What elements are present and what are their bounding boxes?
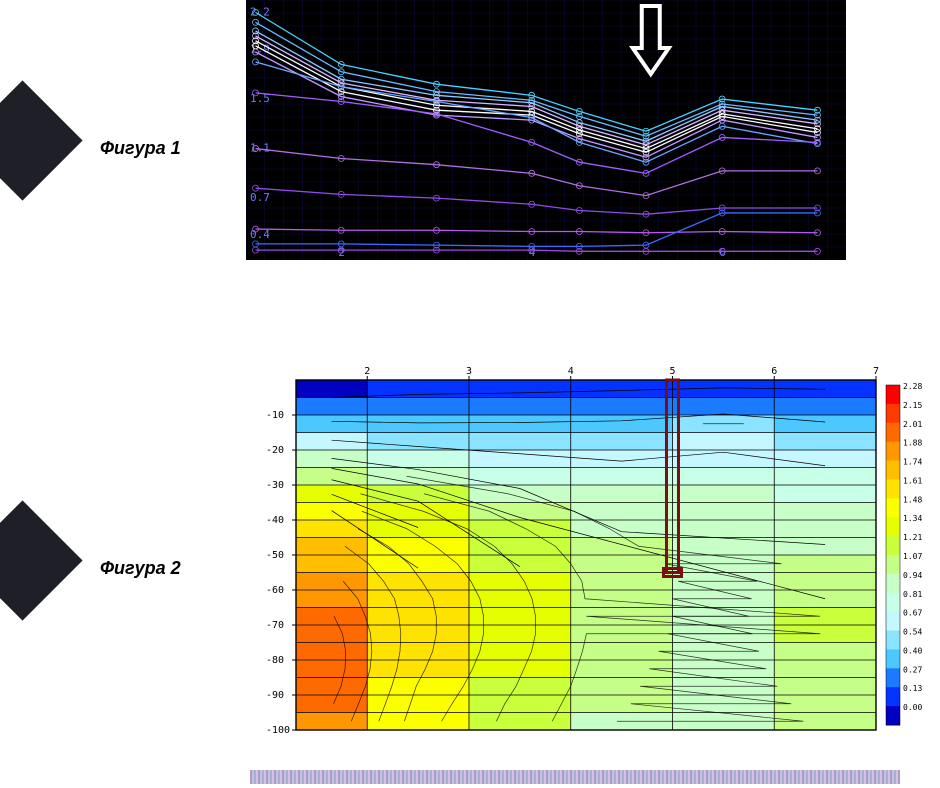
figure1-label: Фигура 1 <box>100 138 181 159</box>
svg-text:4: 4 <box>568 366 574 377</box>
svg-text:0.81: 0.81 <box>903 590 922 599</box>
svg-text:1.1: 1.1 <box>250 142 270 155</box>
svg-text:2.28: 2.28 <box>903 382 922 391</box>
svg-text:3: 3 <box>466 366 472 377</box>
svg-text:0.13: 0.13 <box>903 684 922 693</box>
pointer-block-1 <box>0 80 100 200</box>
svg-text:0.7: 0.7 <box>250 191 270 204</box>
svg-text:0.00: 0.00 <box>903 703 922 712</box>
svg-text:2.2: 2.2 <box>250 5 270 18</box>
svg-text:1.21: 1.21 <box>903 533 922 542</box>
svg-text:2: 2 <box>364 366 370 377</box>
svg-text:5: 5 <box>669 366 675 377</box>
svg-text:7: 7 <box>873 366 879 377</box>
svg-text:-80: -80 <box>266 655 284 666</box>
noise-strip <box>250 770 900 784</box>
svg-text:0.94: 0.94 <box>903 571 922 580</box>
svg-text:-70: -70 <box>266 620 284 631</box>
svg-text:-100: -100 <box>266 725 290 736</box>
svg-text:1.61: 1.61 <box>903 476 922 485</box>
pointer-block-2 <box>0 500 100 620</box>
svg-text:-60: -60 <box>266 585 284 596</box>
svg-text:1.34: 1.34 <box>903 514 922 523</box>
svg-text:0.40: 0.40 <box>903 646 922 655</box>
figure1-line-chart: 0.40.71.11.51.92.2246 <box>246 0 846 260</box>
svg-text:1.48: 1.48 <box>903 495 922 504</box>
svg-text:2.01: 2.01 <box>903 420 922 429</box>
svg-text:0.54: 0.54 <box>903 628 922 637</box>
svg-text:6: 6 <box>771 366 777 377</box>
svg-text:0.27: 0.27 <box>903 665 922 674</box>
svg-text:1.88: 1.88 <box>903 439 922 448</box>
svg-text:2.15: 2.15 <box>903 401 922 410</box>
figure2-contour-chart: 2 3 4 5 6 7 -10 -20 -30 -40 -50 -60 -70 -80 -90 -100 2.2… <box>246 360 936 740</box>
svg-text:-90: -90 <box>266 690 284 701</box>
svg-text:1.74: 1.74 <box>903 458 922 467</box>
svg-text:-50: -50 <box>266 550 284 561</box>
svg-text:-40: -40 <box>266 515 284 526</box>
svg-text:-20: -20 <box>266 445 284 456</box>
svg-text:-10: -10 <box>266 410 284 421</box>
svg-text:-30: -30 <box>266 480 284 491</box>
svg-text:1.07: 1.07 <box>903 552 922 561</box>
svg-text:0.67: 0.67 <box>903 609 922 618</box>
figure2-label: Фигура 2 <box>100 558 181 579</box>
